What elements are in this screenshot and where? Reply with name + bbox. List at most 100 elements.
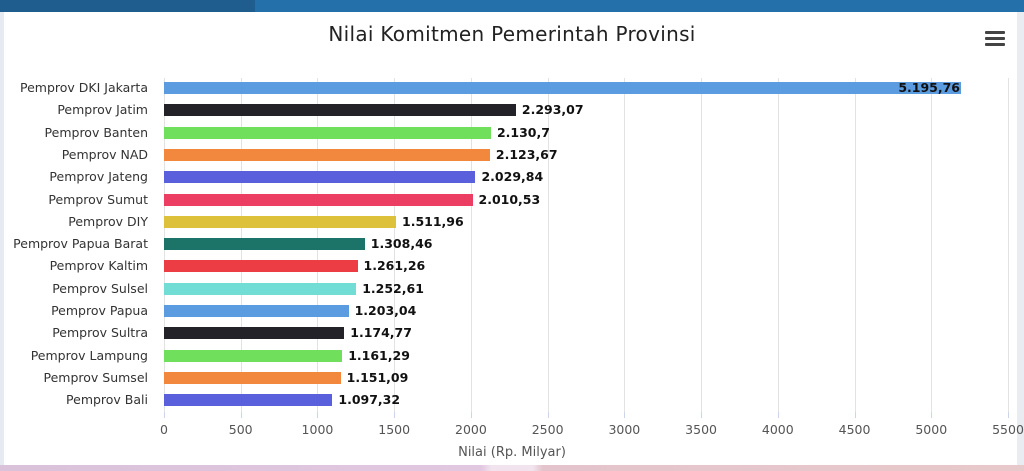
x-axis-tick bbox=[394, 412, 396, 418]
x-axis-tick-label: 0 bbox=[160, 422, 168, 437]
bar-row: Pemprov Kaltim 1.261,26 bbox=[0, 255, 1024, 277]
data-label: 2.130,7 bbox=[496, 124, 550, 140]
x-axis-tick bbox=[164, 412, 165, 418]
category-label: Pemprov DIY bbox=[68, 213, 148, 229]
x-axis-tick bbox=[854, 412, 856, 418]
category-label: Pemprov NAD bbox=[61, 146, 148, 162]
bar-row: Pemprov DIY 1.511,96 bbox=[0, 211, 1024, 233]
data-label: 1.203,04 bbox=[354, 303, 417, 318]
x-axis-tick bbox=[777, 412, 779, 418]
bar[interactable] bbox=[164, 349, 343, 362]
category-label: Pemprov Banten bbox=[44, 124, 148, 140]
x-axis-tick bbox=[470, 412, 472, 418]
bar-row: Pemprov Sulsel 1.252,61 bbox=[0, 278, 1024, 300]
bar-row: Pemprov Sultra 1.174,77 bbox=[0, 322, 1024, 344]
x-axis-tick bbox=[624, 412, 626, 418]
x-axis-tick-label: 5500 bbox=[992, 422, 1024, 437]
page-margin bbox=[1017, 12, 1024, 465]
bar[interactable] bbox=[164, 394, 333, 407]
data-label: 1.097,32 bbox=[338, 392, 401, 408]
x-axis-tick-label: 500 bbox=[228, 422, 253, 437]
bar-row: Pemprov Lampung 1.161,29 bbox=[0, 345, 1024, 367]
gridline bbox=[931, 78, 933, 412]
bar[interactable] bbox=[164, 82, 962, 94]
bar-row: Pemprov Bali 1.097,32 bbox=[0, 389, 1024, 411]
gridline bbox=[394, 78, 396, 412]
bar[interactable] bbox=[164, 126, 491, 139]
bar-row: Pemprov DKI Jakarta 5.195,76 bbox=[0, 77, 1024, 99]
data-label: 2.293,07 bbox=[521, 102, 584, 118]
page-header-bar-left bbox=[0, 0, 255, 12]
category-label: Pemprov Sultra bbox=[52, 325, 148, 341]
gridline bbox=[854, 78, 856, 412]
category-label: Pemprov Papua bbox=[51, 303, 148, 318]
x-axis-tick-label: 4500 bbox=[838, 422, 871, 437]
bar-row: Pemprov Jatim 2.293,07 bbox=[0, 99, 1024, 121]
bar-row: Pemprov Banten 2.130,7 bbox=[0, 122, 1024, 144]
data-label: 2.010,53 bbox=[478, 191, 541, 207]
data-label: 1.151,09 bbox=[346, 369, 409, 385]
bar[interactable] bbox=[164, 104, 516, 117]
gridline bbox=[624, 78, 626, 412]
category-label: Pemprov Jatim bbox=[57, 102, 148, 118]
data-label: 5.195,76 bbox=[898, 80, 960, 95]
x-axis-tick bbox=[317, 412, 319, 418]
chart-title: Nilai Komitmen Pemerintah Provinsi bbox=[328, 22, 696, 46]
x-axis-tick-label: 2000 bbox=[455, 422, 487, 437]
bar-row: Pemprov Papua 1.203,04 bbox=[0, 300, 1024, 322]
x-axis-tick bbox=[1008, 412, 1009, 418]
hamburger-menu-icon-line bbox=[985, 37, 1005, 40]
x-axis-tick-label: 1000 bbox=[301, 422, 334, 437]
bar[interactable] bbox=[164, 171, 476, 184]
x-axis-title: Nilai (Rp. Milyar) bbox=[458, 445, 566, 460]
category-label: Pemprov DKI Jakarta bbox=[20, 80, 148, 95]
data-label: 1.511,96 bbox=[402, 213, 464, 229]
bar[interactable] bbox=[164, 371, 341, 384]
category-label: Pemprov Jateng bbox=[49, 169, 148, 185]
gridline bbox=[470, 78, 472, 412]
data-label: 1.308,46 bbox=[370, 236, 433, 252]
bar-row: Pemprov NAD 2.123,67 bbox=[0, 144, 1024, 166]
bar[interactable] bbox=[164, 282, 357, 295]
data-label: 1.252,61 bbox=[362, 280, 424, 296]
data-label: 2.029,84 bbox=[481, 169, 544, 185]
x-axis-tick-label: 4000 bbox=[761, 422, 794, 437]
x-axis-tick bbox=[240, 412, 242, 418]
x-axis-tick-label: 1500 bbox=[378, 422, 411, 437]
x-axis-tick bbox=[547, 412, 549, 418]
bar[interactable] bbox=[164, 193, 473, 206]
bar-row: Pemprov Papua Barat 1.308,46 bbox=[0, 233, 1024, 255]
x-axis-tick-label: 3000 bbox=[608, 422, 641, 437]
data-label: 2.123,67 bbox=[495, 146, 558, 162]
data-label: 1.161,29 bbox=[348, 347, 410, 363]
category-label: Pemprov Papua Barat bbox=[13, 236, 148, 252]
data-label: 1.261,26 bbox=[363, 258, 426, 274]
category-label: Pemprov Sumut bbox=[48, 191, 148, 207]
bar[interactable] bbox=[164, 148, 490, 161]
x-axis-tick bbox=[931, 412, 933, 418]
bar-row: Pemprov Jateng 2.029,84 bbox=[0, 166, 1024, 188]
page-header-bar-right bbox=[255, 0, 1024, 12]
hamburger-menu-icon-line bbox=[985, 43, 1005, 46]
x-axis-tick bbox=[701, 412, 703, 418]
bar[interactable] bbox=[164, 305, 349, 317]
bar[interactable] bbox=[164, 238, 365, 251]
bar[interactable] bbox=[164, 215, 397, 228]
hamburger-menu-icon bbox=[985, 31, 1005, 34]
page-footer-strip bbox=[0, 465, 1024, 471]
bar[interactable] bbox=[164, 260, 358, 273]
gridline bbox=[701, 78, 703, 412]
gridline bbox=[777, 78, 779, 412]
category-label: Pemprov Lampung bbox=[30, 347, 148, 363]
category-label: Pemprov Bali bbox=[66, 392, 148, 408]
x-axis-tick-label: 5000 bbox=[915, 422, 948, 437]
bar-row: Pemprov Sumut 2.010,53 bbox=[0, 189, 1024, 211]
x-axis-tick-label: 2500 bbox=[531, 422, 564, 437]
gridline bbox=[1008, 78, 1009, 412]
data-label: 1.174,77 bbox=[350, 325, 412, 341]
x-axis-tick-label: 3500 bbox=[685, 422, 717, 437]
bar[interactable] bbox=[164, 327, 345, 340]
category-label: Pemprov Sumsel bbox=[43, 369, 149, 385]
bar-row: Pemprov Sumsel 1.151,09 bbox=[0, 367, 1024, 389]
chart-context-menu-button[interactable] bbox=[985, 31, 1005, 47]
